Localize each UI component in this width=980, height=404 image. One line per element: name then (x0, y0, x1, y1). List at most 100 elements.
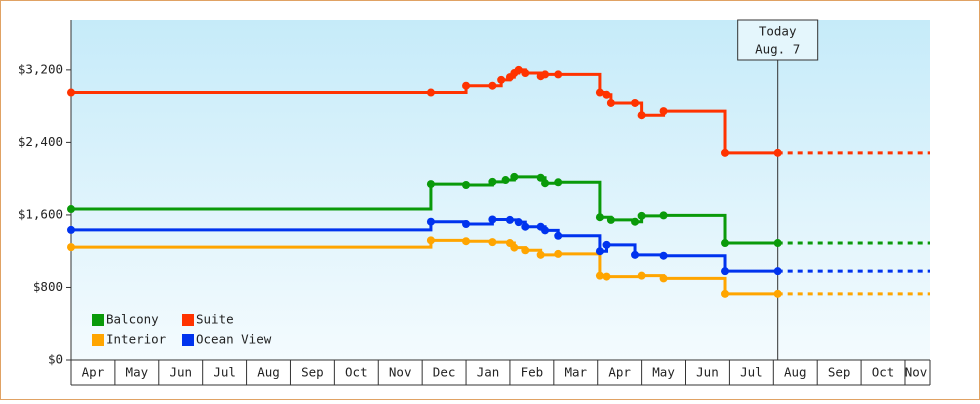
price-point (721, 239, 730, 248)
price-point (536, 250, 545, 259)
price-point (488, 238, 497, 247)
price-point (536, 173, 545, 182)
price-point (510, 243, 519, 252)
x-tick-label: Feb (521, 365, 544, 380)
price-point (510, 172, 519, 181)
price-point (462, 220, 471, 228)
price-point (514, 218, 523, 227)
price-point (659, 107, 668, 116)
x-tick-label: Nov (389, 365, 412, 380)
price-point (721, 289, 730, 298)
price-point (426, 217, 435, 226)
price-point (541, 70, 550, 79)
price-point (595, 88, 604, 97)
price-point (554, 249, 563, 258)
price-point (637, 111, 646, 120)
price-point (773, 267, 782, 276)
legend-label: Ocean View (196, 332, 272, 347)
price-point (721, 267, 730, 276)
x-tick-label: Oct (345, 365, 368, 380)
legend-label: Interior (106, 332, 167, 347)
price-point (773, 148, 782, 157)
y-tick-label: $800 (33, 279, 63, 294)
price-point (488, 215, 497, 224)
price-point (501, 176, 510, 185)
price-point (631, 217, 640, 226)
x-tick-label: Aug (784, 365, 807, 380)
price-point (488, 177, 497, 186)
price-point (773, 239, 782, 248)
price-point (462, 181, 471, 190)
price-point (554, 231, 563, 240)
price-point (631, 98, 640, 107)
price-point (67, 225, 75, 234)
today-box (737, 19, 819, 61)
price-point (659, 251, 668, 260)
price-point (595, 247, 604, 256)
price-point (659, 274, 668, 283)
price-point (505, 215, 514, 224)
price-point (541, 179, 550, 188)
price-point (602, 240, 611, 249)
price-point (606, 98, 615, 107)
x-tick-label: Oct (872, 365, 895, 380)
y-tick-label: $3,200 (18, 61, 63, 76)
x-tick-label: Mar (564, 365, 587, 380)
price-point (595, 271, 604, 280)
legend-label: Suite (196, 312, 234, 327)
layer: $0 $800 $1,600 $2,400 $3,200 Apr May Jun Jul Aug S… (18, 19, 931, 386)
price-point (426, 88, 435, 97)
x-tick-label: Sep (301, 365, 324, 380)
x-tick-label: Apr (608, 365, 631, 380)
x-tick-label: Sep (828, 365, 851, 380)
price-point (497, 75, 506, 84)
plot-area (71, 20, 930, 360)
price-point (721, 148, 730, 157)
x-tick-label: May (652, 365, 675, 380)
y-tick-label: $0 (48, 352, 63, 367)
price-point (67, 243, 75, 252)
price-point (637, 271, 646, 280)
price-point (602, 272, 611, 281)
price-point (595, 213, 604, 222)
x-tick-label: Jul (740, 365, 763, 380)
x-tick-label: Jan (477, 365, 500, 380)
x-tick-label: May (126, 365, 149, 380)
x-tick-label: Jul (213, 365, 236, 380)
legend-swatch (92, 314, 104, 326)
x-tick-label: Jun (169, 365, 192, 380)
price-point (541, 226, 550, 235)
price-point (554, 70, 563, 79)
legend-swatch (92, 334, 104, 346)
price-point (637, 211, 646, 220)
price-point (67, 88, 75, 97)
price-point (521, 69, 530, 78)
legend-swatch (182, 314, 194, 326)
price-point (659, 211, 668, 220)
price-point (488, 81, 497, 90)
price-point (554, 178, 563, 187)
price-point (773, 289, 782, 298)
x-tick-label: Apr (82, 365, 105, 380)
price-point (67, 205, 75, 214)
price-point (426, 180, 435, 189)
price-point (462, 237, 471, 246)
price-point (606, 215, 615, 224)
x-tick-label: Jun (696, 365, 719, 380)
legend-swatch (182, 334, 194, 346)
today-label: Today (759, 24, 797, 39)
y-tick-label: $1,600 (18, 206, 63, 221)
y-tick-label: $2,400 (18, 134, 63, 149)
price-point (602, 90, 611, 99)
x-tick-label: Dec (433, 365, 456, 380)
price-point (514, 65, 523, 74)
price-point (521, 222, 530, 231)
x-tick-label: Nov (905, 365, 928, 380)
price-point (426, 236, 435, 245)
x-tick-label: Aug (257, 365, 280, 380)
price-point (462, 81, 471, 90)
price-point (521, 246, 530, 255)
today-label: Aug. 7 (755, 42, 800, 57)
price-point (631, 250, 640, 259)
